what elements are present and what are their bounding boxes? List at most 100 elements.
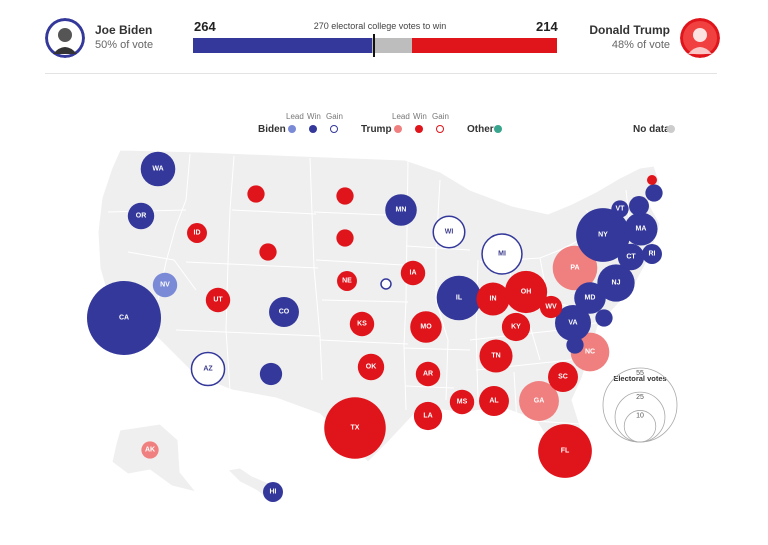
- state-label-co: CO: [279, 309, 290, 316]
- legend-biden-gain-dot: [330, 125, 338, 133]
- trump-name: Donald Trump: [589, 23, 670, 37]
- state-bubble-tn[interactable]: [479, 339, 513, 373]
- state-bubble-sd[interactable]: [336, 229, 354, 247]
- state-bubble-ri[interactable]: [642, 244, 662, 264]
- state-bubble-ar[interactable]: [415, 361, 441, 387]
- state-border-line: [315, 259, 421, 267]
- state-bubble-sc[interactable]: [548, 362, 578, 392]
- state-bubble-nm[interactable]: [259, 362, 283, 386]
- state-label-ri: RI: [649, 251, 656, 258]
- state-bubble-me[interactable]: [645, 184, 663, 202]
- state-bubble-wv[interactable]: [539, 295, 563, 319]
- state-label-ma: MA: [636, 226, 647, 233]
- state-border-line: [309, 157, 323, 381]
- trump-electoral-votes: 214: [536, 19, 558, 34]
- state-label-hi: HI: [270, 489, 277, 496]
- size-legend-value-55: 55: [636, 370, 644, 377]
- threshold-label: 270 electoral college votes to win: [313, 21, 447, 31]
- state-bubble-md[interactable]: [574, 282, 606, 314]
- state-label-mn: MN: [396, 207, 407, 214]
- state-bubble-oh[interactable]: [504, 270, 548, 314]
- state-bubble-ia[interactable]: [400, 260, 426, 286]
- biden-name: Joe Biden: [95, 23, 153, 37]
- state-bubble-or[interactable]: [127, 202, 155, 230]
- legend-no-data-label: No data: [633, 124, 670, 135]
- state-label-wa: WA: [152, 166, 163, 173]
- state-bubble-nj[interactable]: [597, 264, 635, 302]
- state-bubble-ne2[interactable]: [380, 278, 392, 290]
- state-bubble-ne[interactable]: [337, 271, 357, 291]
- state-label-la: LA: [423, 413, 432, 420]
- state-bubble-pa[interactable]: [552, 245, 598, 291]
- state-bubble-az[interactable]: [190, 351, 226, 387]
- legend-other-dot: [494, 125, 502, 133]
- state-bubble-ak[interactable]: [141, 441, 159, 459]
- state-bubble-co[interactable]: [269, 297, 299, 327]
- state-label-sc: SC: [558, 374, 568, 381]
- state-bubble-ga[interactable]: [519, 381, 559, 421]
- state-bubble-ny[interactable]: [576, 208, 630, 262]
- trump-portrait-icon: [680, 18, 720, 58]
- state-label-mo: MO: [420, 324, 432, 331]
- legend-trump-lead-label: Lead: [392, 112, 410, 121]
- state-bubble-mi[interactable]: [481, 233, 523, 275]
- header-divider: [45, 73, 717, 74]
- threshold-marker: [373, 34, 375, 57]
- state-bubble-nd[interactable]: [336, 187, 354, 205]
- alaska-shape: [111, 423, 198, 493]
- state-bubble-il[interactable]: [436, 275, 482, 321]
- state-label-il: IL: [456, 295, 463, 302]
- state-bubble-wi[interactable]: [432, 215, 466, 249]
- electoral-vote-bar: [193, 34, 557, 57]
- state-label-wv: WV: [545, 304, 557, 311]
- state-bubble-ms[interactable]: [449, 389, 475, 415]
- state-bubble-mt[interactable]: [247, 185, 265, 203]
- legend-biden-win-label: Win: [307, 112, 321, 121]
- state-label-ky: KY: [511, 324, 521, 331]
- state-bubble-vt[interactable]: [611, 200, 629, 218]
- state-bubble-in[interactable]: [476, 282, 510, 316]
- state-bubble-al[interactable]: [479, 386, 509, 416]
- legend-biden-label: Biden: [258, 124, 286, 135]
- legend-trump-gain-dot: [436, 125, 444, 133]
- state-label-nj: NJ: [612, 280, 621, 287]
- state-bubble-me2[interactable]: [647, 175, 657, 185]
- state-bubble-ky[interactable]: [501, 312, 531, 342]
- state-bubble-mo[interactable]: [410, 311, 442, 343]
- state-label-mi: MI: [498, 251, 506, 258]
- legend-biden-gain-label: Gain: [326, 112, 343, 121]
- state-label-ia: IA: [410, 270, 417, 277]
- state-label-ct: CT: [626, 254, 636, 261]
- state-label-md: MD: [585, 295, 596, 302]
- state-bubble-va[interactable]: [555, 305, 591, 341]
- state-bubble-ca[interactable]: [87, 281, 161, 355]
- state-bubble-ut[interactable]: [205, 287, 231, 313]
- state-bubble-nv[interactable]: [152, 272, 178, 298]
- state-bubble-ok[interactable]: [357, 353, 385, 381]
- state-bubble-hi[interactable]: [263, 482, 283, 502]
- state-bubble-wa[interactable]: [140, 151, 176, 187]
- state-bubble-de[interactable]: [595, 309, 613, 327]
- map-legend: Biden Lead Win Gain Trump Lead Win Gain …: [0, 110, 768, 140]
- state-border-line: [321, 299, 409, 303]
- state-bubble-dc[interactable]: [566, 336, 584, 354]
- state-bubble-ma[interactable]: [624, 212, 658, 246]
- state-bubble-id[interactable]: [187, 223, 207, 243]
- biden-portrait-icon: [45, 18, 85, 58]
- state-bubble-tx[interactable]: [324, 397, 386, 459]
- state-border-line: [127, 251, 197, 291]
- state-border-line: [403, 347, 471, 351]
- legend-biden-lead-label: Lead: [286, 112, 304, 121]
- legend-trump-label: Trump: [361, 124, 392, 135]
- state-bubble-fl[interactable]: [538, 424, 592, 478]
- state-label-ms: MS: [457, 399, 468, 406]
- state-bubble-ks[interactable]: [349, 311, 375, 337]
- state-bubble-nh[interactable]: [629, 196, 649, 216]
- state-bubble-la[interactable]: [413, 401, 443, 431]
- state-bubble-mn[interactable]: [385, 194, 417, 226]
- state-bubble-ct[interactable]: [617, 243, 645, 271]
- state-bubble-wy[interactable]: [259, 243, 277, 261]
- state-label-ak: AK: [145, 447, 155, 454]
- state-label-nv: NV: [160, 282, 170, 289]
